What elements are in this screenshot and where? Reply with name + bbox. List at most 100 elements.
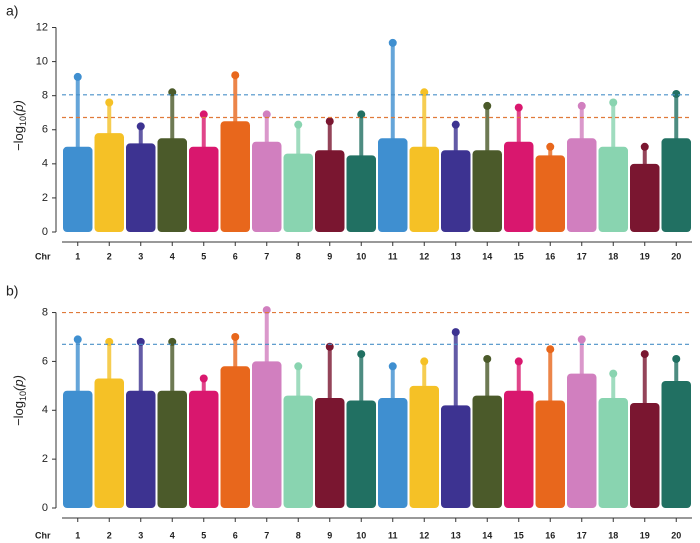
- x-tick-label: 18: [608, 251, 618, 261]
- y-label-suffix: (p): [11, 100, 26, 116]
- x-tick-label: 8: [296, 251, 301, 261]
- snp-cloud: [315, 398, 345, 508]
- x-tick-label: 11: [388, 251, 398, 261]
- panel-label: a): [6, 3, 18, 19]
- peak-snp: [609, 369, 618, 378]
- snp-cloud: [661, 380, 691, 508]
- x-tick-label: 2: [107, 530, 112, 540]
- x-tick-label: 5: [201, 530, 206, 540]
- x-tick-label: 15: [514, 251, 524, 261]
- x-tick-label: 18: [608, 530, 618, 540]
- snp-cloud: [441, 150, 471, 232]
- snp-cloud: [283, 153, 313, 232]
- x-axis-label: Chr: [35, 251, 51, 261]
- snp-cloud: [126, 143, 156, 232]
- peak-snp: [640, 350, 649, 359]
- x-tick-label: 2: [107, 251, 112, 261]
- x-tick-label: 14: [482, 251, 492, 261]
- peak-snp: [136, 122, 145, 131]
- x-tick-label: 8: [296, 530, 301, 540]
- peak-snp: [420, 357, 429, 366]
- y-tick-label: 4: [42, 404, 48, 416]
- snp-cloud: [472, 150, 502, 232]
- snp-cloud: [504, 141, 534, 232]
- snp-cloud: [63, 146, 93, 232]
- snp-cloud: [94, 133, 124, 232]
- x-tick-label: 19: [640, 530, 650, 540]
- peak-snp: [231, 332, 240, 341]
- snp-cloud: [409, 146, 439, 232]
- snp-cloud: [346, 400, 376, 508]
- snp-cloud: [441, 405, 471, 508]
- x-tick-label: 6: [233, 530, 238, 540]
- snp-cloud: [504, 390, 534, 508]
- x-tick-label: 3: [138, 251, 143, 261]
- y-tick-label: 0: [42, 226, 48, 238]
- peak-snp: [388, 38, 397, 47]
- peak-snp: [514, 103, 523, 112]
- x-axis-label: Chr: [35, 530, 51, 540]
- x-tick-label: 5: [201, 251, 206, 261]
- y-tick-label: 4: [42, 158, 48, 170]
- snp-cloud: [220, 366, 250, 508]
- peak-snp: [294, 120, 303, 129]
- snp-cloud: [346, 155, 376, 232]
- y-tick-label: 8: [42, 90, 48, 102]
- y-tick-label: 0: [42, 502, 48, 514]
- x-tick-label: 17: [577, 251, 587, 261]
- x-tick-label: 14: [482, 530, 492, 540]
- snp-cloud: [315, 150, 345, 232]
- x-tick-label: 17: [577, 530, 587, 540]
- y-tick-label: 6: [42, 355, 48, 367]
- snp-cloud: [535, 400, 565, 508]
- snp-cloud: [598, 398, 628, 508]
- snp-cloud: [126, 390, 156, 508]
- x-tick-label: 3: [138, 530, 143, 540]
- x-tick-label: 6: [233, 251, 238, 261]
- peak-snp: [451, 120, 460, 129]
- peak-snp: [73, 335, 82, 344]
- peak-snp: [577, 101, 586, 110]
- x-tick-label: 9: [327, 530, 332, 540]
- peak-snp: [546, 142, 555, 151]
- x-tick-label: 1: [75, 530, 80, 540]
- snp-cloud: [661, 138, 691, 232]
- peak-snp: [483, 101, 492, 110]
- peak-snp: [451, 328, 460, 337]
- snp-cloud: [535, 155, 565, 232]
- peak-snp: [577, 335, 586, 344]
- peak-snp: [262, 110, 271, 119]
- snp-cloud: [94, 378, 124, 508]
- panel-label: b): [6, 283, 18, 299]
- y-tick-label: 12: [36, 21, 48, 33]
- peak-snp: [357, 350, 366, 359]
- x-tick-label: 12: [419, 530, 429, 540]
- y-label-suffix: (p): [11, 375, 26, 391]
- snp-cloud: [63, 390, 93, 508]
- x-tick-label: 4: [170, 251, 175, 261]
- y-tick-label: 2: [42, 453, 48, 465]
- x-tick-label: 11: [388, 530, 398, 540]
- peak-snp: [546, 345, 555, 354]
- peak-snp: [199, 110, 208, 119]
- snp-cloud: [189, 146, 219, 232]
- peak-snp: [672, 354, 681, 363]
- y-axis-label: −log10(p): [11, 375, 28, 426]
- y-tick-label: 6: [42, 124, 48, 136]
- peak-snp: [483, 354, 492, 363]
- peak-snp: [609, 98, 618, 107]
- x-tick-label: 12: [419, 251, 429, 261]
- peak-snp: [357, 110, 366, 119]
- snp-cloud: [409, 385, 439, 508]
- peak-snp: [388, 362, 397, 371]
- y-label-prefix: −log: [11, 126, 26, 151]
- snp-cloud: [157, 390, 187, 508]
- x-tick-label: 13: [451, 530, 461, 540]
- y-label-sub: 10: [18, 391, 28, 401]
- x-tick-label: 13: [451, 251, 461, 261]
- snp-cloud: [189, 390, 219, 508]
- y-tick-label: 2: [42, 192, 48, 204]
- peak-snp: [294, 362, 303, 371]
